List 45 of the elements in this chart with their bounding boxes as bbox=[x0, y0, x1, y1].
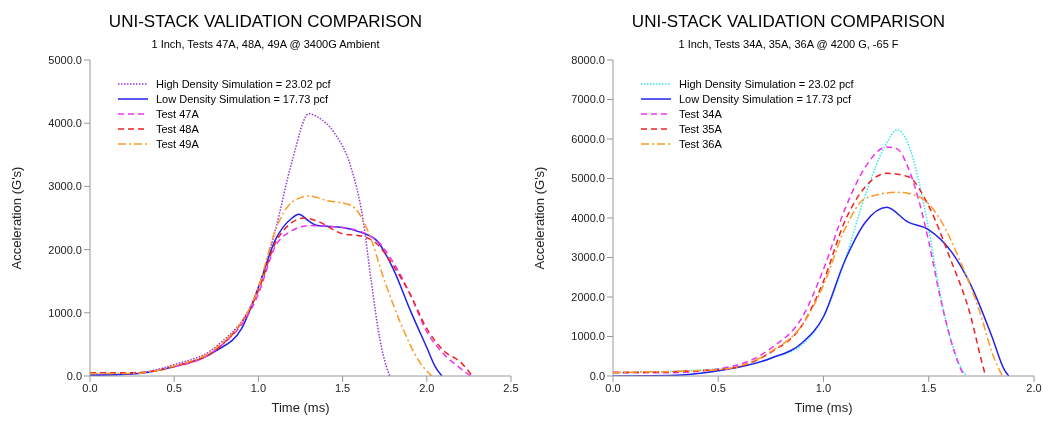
y-tick-label: 7000.0 bbox=[571, 93, 605, 106]
legend-label: Test 48A bbox=[156, 122, 199, 135]
y-tick-label: 6000.0 bbox=[571, 132, 605, 145]
y-tick-label: 8000.0 bbox=[571, 53, 605, 66]
legend-label: Test 49A bbox=[156, 137, 199, 150]
y-axis-title: Acceleration (G's) bbox=[531, 166, 547, 270]
chart-title: UNI-STACK VALIDATION COMPARISON bbox=[107, 12, 424, 32]
legend-label: High Density Simulation = 23.02 pcf bbox=[679, 77, 854, 90]
y-tick-label: 1000.0 bbox=[48, 306, 82, 319]
x-tick-label: 0.5 bbox=[710, 381, 726, 394]
chart-title: UNI-STACK VALIDATION COMPARISON bbox=[630, 12, 947, 32]
x-tick-label: 2.0 bbox=[419, 381, 435, 394]
y-tick-label: 4000.0 bbox=[571, 211, 605, 224]
x-tick-label: 1.0 bbox=[815, 381, 832, 394]
x-tick-label: 0.5 bbox=[166, 381, 182, 394]
legend-label: Test 47A bbox=[156, 107, 199, 120]
y-tick-label: 2000.0 bbox=[571, 290, 605, 303]
x-tick-label: 1.5 bbox=[921, 381, 937, 394]
legend-label: Test 34A bbox=[679, 107, 722, 120]
legend-label: Low Density Simulation = 17.73 pcf bbox=[679, 92, 852, 105]
legend-label: Test 35A bbox=[679, 122, 722, 135]
y-tick-label: 0.0 bbox=[589, 369, 605, 382]
legend-label: Test 36A bbox=[679, 137, 722, 150]
x-tick-label: 0.0 bbox=[82, 381, 98, 394]
y-tick-label: 5000.0 bbox=[48, 53, 82, 66]
chart-subtitle: 1 Inch, Tests 34A, 35A, 36A @ 4200 G, -65 F bbox=[677, 38, 900, 50]
legend-label: Low Density Simulation = 17.73 pcf bbox=[156, 92, 329, 105]
x-tick-label: 1.5 bbox=[334, 381, 351, 394]
x-tick-label: 2.5 bbox=[503, 381, 519, 394]
x-tick-label: 2.0 bbox=[1026, 381, 1042, 394]
legend-label: High Density Simulation = 23.02 pcf bbox=[156, 77, 331, 90]
chart-subtitle: 1 Inch, Tests 47A, 48A, 49A @ 3400G Ambient bbox=[150, 38, 381, 50]
y-tick-label: 3000.0 bbox=[48, 180, 82, 193]
y-tick-label: 5000.0 bbox=[571, 172, 605, 185]
x-tick-label: 1.0 bbox=[250, 381, 267, 394]
x-axis-title: Time (ms) bbox=[794, 400, 853, 415]
y-tick-label: 3000.0 bbox=[571, 251, 605, 264]
y-axis-title: Acceleration (G's) bbox=[8, 166, 24, 270]
x-tick-label: 0.0 bbox=[605, 381, 621, 394]
y-tick-label: 1000.0 bbox=[571, 330, 605, 343]
x-axis-title: Time (ms) bbox=[271, 400, 330, 415]
y-tick-label: 4000.0 bbox=[48, 117, 82, 130]
line-series bbox=[173, 224, 472, 376]
y-tick-label: 0.0 bbox=[66, 369, 82, 382]
y-tick-label: 2000.0 bbox=[48, 243, 82, 256]
